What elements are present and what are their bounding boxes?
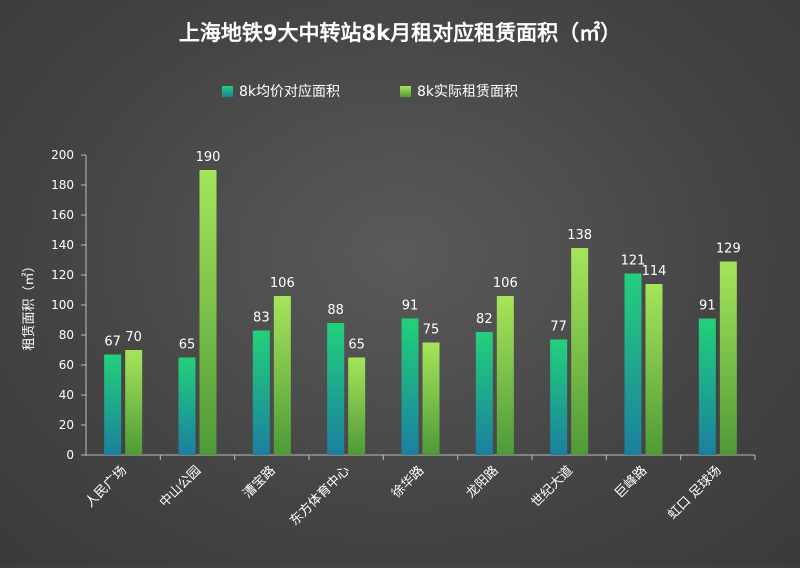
y-tick-label: 180 [51, 178, 74, 192]
bar-series-2 [571, 248, 589, 455]
data-label-series-2: 129 [716, 242, 741, 257]
data-label-series-1: 91 [402, 299, 419, 314]
bar-series-1 [550, 339, 568, 455]
data-label-series-1: 83 [253, 311, 270, 326]
bar-series-1 [401, 318, 419, 455]
legend-label-series-1: 8k均价对应面积 [239, 83, 340, 100]
bar-series-2 [348, 357, 366, 455]
x-tick-label: 龙阳路 [463, 463, 502, 502]
data-label-series-2: 114 [642, 264, 667, 279]
legend-swatch-series-2 [400, 86, 411, 97]
bar-series-2 [199, 170, 217, 455]
bar-series-1 [104, 354, 122, 455]
bar-series-2 [645, 284, 663, 455]
bar-series-1 [327, 323, 345, 455]
data-label-series-1: 65 [179, 338, 196, 353]
x-tick-label: 徐华路 [388, 463, 427, 502]
y-tick-label: 40 [59, 388, 74, 402]
x-axis-tick-labels: 人民广场 中山公园 漕宝路 东方体育中心 徐华路 龙阳路 世纪大道 巨峰路 虹口 足球场 [83, 455, 756, 529]
data-label-series-2: 70 [125, 330, 142, 345]
data-label-series-2: 190 [196, 150, 221, 165]
data-label-series-1: 77 [550, 320, 567, 335]
data-label-series-1: 121 [621, 254, 646, 269]
data-label-series-2: 106 [493, 276, 518, 291]
legend: 8k均价对应面积 8k实际租赁面积 [222, 83, 518, 100]
data-label-series-1: 88 [327, 303, 344, 318]
legend-label-series-2: 8k实际租赁面积 [417, 84, 518, 100]
y-tick-label: 200 [51, 148, 74, 162]
x-tick-label: 人民广场 [83, 463, 130, 510]
y-tick-label: 20 [59, 418, 74, 432]
data-label-series-1: 67 [104, 335, 121, 350]
bar-series-2 [125, 350, 143, 455]
bar-series-1 [475, 332, 493, 455]
data-label-series-1: 91 [699, 299, 716, 314]
bar-series-2 [719, 261, 737, 455]
bar-series-2 [422, 342, 440, 455]
x-tick-label: 东方体育中心 [287, 463, 353, 529]
y-tick-label: 0 [66, 448, 74, 462]
y-tick-label: 140 [51, 238, 74, 252]
y-tick-label: 120 [51, 268, 74, 282]
bar-series-1 [252, 330, 270, 455]
bar-series-1 [178, 357, 196, 455]
y-tick-label: 160 [51, 208, 74, 222]
data-label-series-2: 106 [270, 276, 295, 291]
y-tick-label: 100 [51, 298, 74, 312]
y-axis-label: 租赁面积（㎡） [22, 259, 37, 350]
data-label-series-2: 75 [423, 323, 440, 338]
x-tick-label: 世纪大道 [529, 463, 576, 510]
bar-series-2 [496, 296, 514, 455]
bar-series-1 [624, 273, 642, 455]
bar-series-1 [698, 318, 716, 455]
bar-series-2 [273, 296, 291, 455]
data-label-series-2: 65 [348, 338, 365, 353]
y-axis-ticks: 0 20 40 60 80 100 120 140 160 180 200 [51, 148, 86, 462]
x-tick-label: 中山公园 [157, 463, 204, 510]
legend-swatch-series-1 [222, 86, 233, 97]
x-tick-label: 巨峰路 [611, 463, 650, 502]
x-tick-label: 虹口 足球场 [665, 463, 724, 522]
chart-title: 上海地铁9大中转站8k月租对应租赁面积（㎡） [179, 21, 621, 45]
y-tick-label: 60 [59, 358, 74, 372]
x-tick-label: 漕宝路 [240, 463, 279, 502]
y-tick-label: 80 [59, 328, 74, 342]
data-label-series-2: 138 [567, 228, 592, 243]
data-label-series-1: 82 [476, 312, 493, 327]
